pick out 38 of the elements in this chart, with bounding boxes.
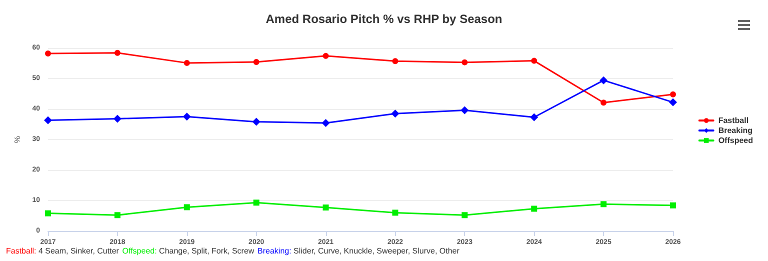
point	[253, 200, 260, 206]
legend-label: Fastball	[718, 116, 749, 125]
point	[182, 112, 191, 121]
point	[531, 206, 538, 212]
point	[460, 106, 469, 114]
point	[600, 76, 608, 84]
point	[670, 91, 676, 98]
point	[114, 50, 120, 56]
y-axis-title: %	[12, 136, 22, 144]
point	[45, 50, 51, 56]
point	[44, 116, 52, 124]
legend-label: Offspeed	[718, 136, 754, 145]
point	[184, 204, 190, 210]
point	[252, 118, 260, 126]
point	[462, 212, 468, 218]
point	[669, 98, 677, 106]
point	[462, 59, 468, 66]
point	[600, 100, 607, 106]
point	[113, 114, 122, 123]
point	[600, 201, 607, 208]
point	[392, 58, 398, 64]
point	[531, 58, 538, 64]
point	[184, 60, 190, 66]
text: Offspeed: Change, Split, Fork, Screw	[122, 246, 254, 256]
point	[392, 210, 398, 216]
point	[391, 110, 400, 118]
point	[322, 52, 329, 59]
text: Breaking: Slider, Curve, Knuckle, Sweeper, Slurve, Other	[258, 246, 460, 256]
point	[670, 202, 676, 208]
point	[114, 212, 120, 218]
point	[322, 119, 330, 128]
point	[45, 210, 51, 216]
legend-label: Breaking	[718, 126, 753, 135]
point	[530, 113, 538, 122]
text: Fastball: 4 Seam, Sinker, Cutter	[6, 246, 120, 256]
point	[322, 204, 329, 211]
chart-title: Amed Rosario Pitch % vs RHP by Season	[266, 12, 502, 26]
point	[253, 59, 260, 66]
